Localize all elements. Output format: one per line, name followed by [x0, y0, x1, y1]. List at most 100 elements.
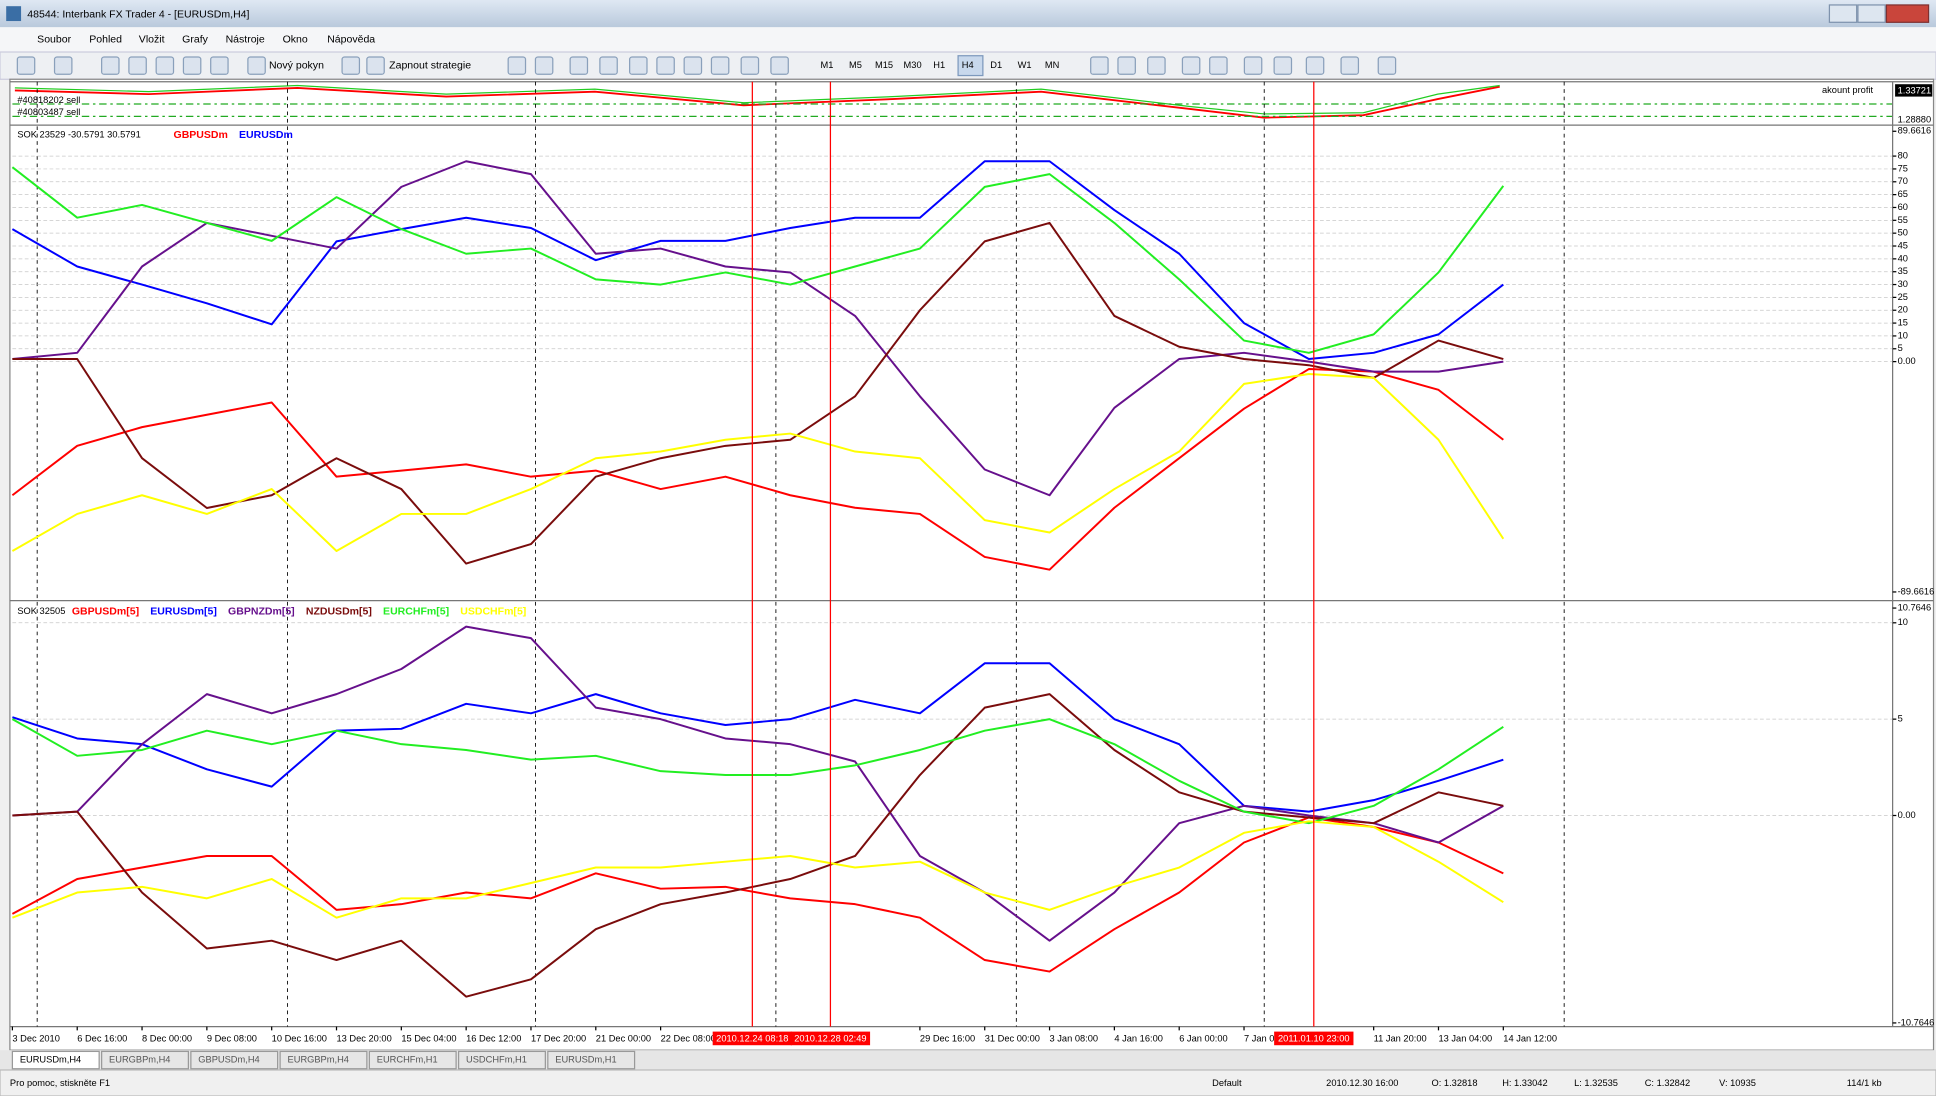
- toolbar-icon[interactable]: [1305, 56, 1325, 75]
- marker-box: [1274, 1031, 1354, 1046]
- toolbar-icon[interactable]: [683, 56, 703, 75]
- tab[interactable]: [11, 1050, 100, 1070]
- timeframe-button[interactable]: M5: [849, 60, 862, 70]
- tab-label[interactable]: EURGBPm,H4: [288, 1055, 349, 1065]
- price-label: 1.28880: [1898, 115, 1932, 125]
- timeframe-button[interactable]: MN: [1045, 60, 1059, 70]
- toolbar-icon[interactable]: [710, 56, 730, 75]
- toolbar-icon[interactable]: [656, 56, 675, 75]
- toolbar-icon[interactable]: [1181, 56, 1201, 75]
- toolbar-icon[interactable]: [1090, 56, 1109, 75]
- toolbar-icon[interactable]: [599, 56, 618, 75]
- tab-label[interactable]: EURGBPm,H4: [109, 1055, 170, 1065]
- indicator-label: SOK 23529 -30.5791 30.5791: [17, 129, 140, 139]
- y-tick-label: 80: [1898, 151, 1908, 161]
- app-icon: [6, 6, 22, 22]
- toolbar-icon[interactable]: [1377, 56, 1397, 75]
- tab[interactable]: [457, 1050, 546, 1070]
- toolbar-icon[interactable]: [1340, 56, 1360, 75]
- toolbar-icon[interactable]: [155, 56, 175, 75]
- tab[interactable]: [101, 1050, 190, 1070]
- close-button[interactable]: [1885, 4, 1930, 23]
- toolbar-icon[interactable]: [629, 56, 648, 75]
- y-tick-label: 89.6616: [1898, 126, 1932, 136]
- timeframe-button[interactable]: M15: [875, 60, 893, 70]
- timeframe-button[interactable]: D1: [990, 60, 1002, 70]
- menu-item[interactable]: Grafy: [182, 33, 208, 45]
- toolbar-icon[interactable]: [569, 56, 589, 75]
- maximize-button[interactable]: [1857, 4, 1886, 23]
- y-tick-label: 30: [1898, 279, 1908, 289]
- tab-label[interactable]: EURUSDm,H4: [20, 1055, 81, 1065]
- toolbar-icon[interactable]: [128, 56, 147, 75]
- tab-label[interactable]: EURUSDm,H1: [555, 1055, 616, 1065]
- timeframe-button[interactable]: W1: [1018, 60, 1032, 70]
- toolbar-icon[interactable]: [534, 56, 554, 75]
- menu-item[interactable]: Nástroje: [226, 33, 265, 45]
- toolbar-icon[interactable]: [770, 56, 789, 75]
- mini-label: akount profit: [1822, 85, 1874, 95]
- status-item: 114/1 kb: [1847, 1078, 1882, 1088]
- y-tick-label: 65: [1898, 189, 1908, 199]
- legend-entry: EURUSDm: [239, 129, 293, 141]
- legend-entry: USDCHFm[5]: [460, 606, 526, 618]
- toolbar-icon[interactable]: [182, 56, 202, 75]
- menu-item[interactable]: Nápověda: [327, 33, 375, 45]
- toolbar-button[interactable]: Nový pokyn: [269, 59, 324, 71]
- menu-item[interactable]: Okno: [283, 33, 308, 45]
- tab-label[interactable]: USDCHFm,H1: [466, 1055, 527, 1065]
- toolbar-button[interactable]: Zapnout strategie: [389, 59, 471, 71]
- toolbar-icon[interactable]: [1117, 56, 1136, 75]
- x-tick-label: 7 Jan 08:00: [1244, 1033, 1293, 1043]
- toolbar-icon[interactable]: [740, 56, 760, 75]
- order-label: #40818202 sell: [17, 95, 80, 105]
- x-tick-label: 9 Dec 08:00: [207, 1033, 257, 1043]
- toolbar-icon[interactable]: [247, 56, 266, 75]
- toolbar-icon[interactable]: [1273, 56, 1293, 75]
- tab[interactable]: [190, 1050, 279, 1070]
- menu-item[interactable]: Pohled: [89, 33, 122, 45]
- timeframe-button[interactable]: H1: [933, 60, 945, 70]
- y-tick-label: 5: [1898, 343, 1903, 353]
- toolbar-icon[interactable]: [366, 56, 385, 75]
- tab[interactable]: [279, 1050, 368, 1070]
- toolbar-icon[interactable]: [1147, 56, 1166, 75]
- toolbar-icon[interactable]: [16, 56, 36, 75]
- mini-line: [14, 85, 1500, 119]
- toolbar-icon[interactable]: [53, 56, 73, 75]
- marker-label: 2010.12.28 02:49: [794, 1033, 866, 1043]
- toolbar-icon[interactable]: [507, 56, 527, 75]
- toolbar-icon[interactable]: [341, 56, 361, 75]
- order-label: #40803487 sell: [17, 107, 80, 117]
- timeframe-button[interactable]: H4: [962, 60, 974, 70]
- menu-item[interactable]: Soubor: [37, 33, 71, 45]
- toolbar-icon[interactable]: [1209, 56, 1228, 75]
- timeframe-button[interactable]: M1: [821, 60, 834, 70]
- series-line: [11, 160, 1504, 361]
- series-line: [12, 625, 1504, 942]
- title-bar: [0, 0, 1936, 28]
- menu-bar: [0, 27, 1936, 53]
- toolbar-icon[interactable]: [101, 56, 120, 75]
- legend-entry: EURUSDm[5]: [150, 606, 217, 618]
- toolbar-icon[interactable]: [210, 56, 229, 75]
- x-tick-label: 6 Dec 16:00: [77, 1033, 127, 1043]
- series-line: [12, 820, 1504, 919]
- legend-entry: GBPNZDm[5]: [228, 606, 295, 618]
- minimize-button[interactable]: [1828, 4, 1858, 23]
- toolbar-icon[interactable]: [1243, 56, 1263, 75]
- x-tick-label: 17 Dec 20:00: [531, 1033, 586, 1043]
- tab-label[interactable]: EURCHFm,H1: [377, 1055, 438, 1065]
- marker-label: 2010.12.24 08:18: [716, 1033, 788, 1043]
- series-line: [11, 373, 1505, 552]
- y-tick-label: 35: [1898, 266, 1908, 276]
- y-tick-label: 15: [1898, 318, 1908, 328]
- timeframe-button[interactable]: M30: [904, 60, 922, 70]
- tab[interactable]: [547, 1050, 636, 1070]
- tab-label[interactable]: GBPUSDm,H4: [198, 1055, 259, 1065]
- status-item: V: 10935: [1719, 1078, 1756, 1088]
- x-tick-label: 31 Dec 00:00: [985, 1033, 1040, 1043]
- menu-item[interactable]: Vložit: [139, 33, 165, 45]
- tab[interactable]: [368, 1050, 457, 1070]
